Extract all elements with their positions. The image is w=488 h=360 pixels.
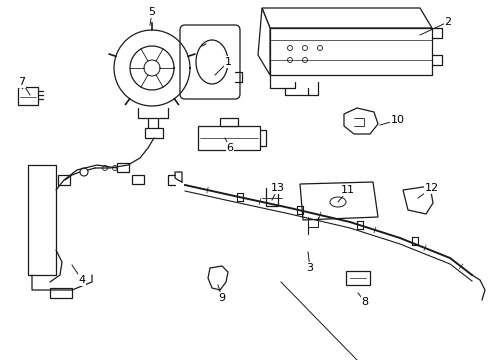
Ellipse shape [329,197,346,207]
Text: 1: 1 [224,57,231,67]
Text: 9: 9 [218,293,225,303]
Polygon shape [262,8,431,28]
Bar [28,165,56,275]
Text: 7: 7 [19,77,25,87]
Polygon shape [269,28,431,75]
Text: 2: 2 [444,17,450,27]
Bar [145,128,163,138]
Text: 6: 6 [226,143,233,153]
Bar [220,118,238,126]
Bar [198,126,260,150]
Text: 5: 5 [148,7,155,17]
Polygon shape [258,8,269,75]
Text: 11: 11 [340,185,354,195]
Text: 10: 10 [390,115,404,125]
Polygon shape [343,108,377,134]
Text: 13: 13 [270,183,285,193]
Text: 8: 8 [361,297,368,307]
Bar [50,288,72,298]
Polygon shape [299,182,377,220]
Text: 3: 3 [306,263,313,273]
Bar [58,175,70,185]
FancyBboxPatch shape [180,25,240,99]
Polygon shape [402,186,432,214]
Polygon shape [207,266,227,290]
Text: 12: 12 [424,183,438,193]
Bar [346,271,369,285]
Ellipse shape [196,40,227,84]
Bar [18,87,38,105]
Text: 4: 4 [78,275,85,285]
Bar [117,163,129,172]
Bar [132,175,143,184]
